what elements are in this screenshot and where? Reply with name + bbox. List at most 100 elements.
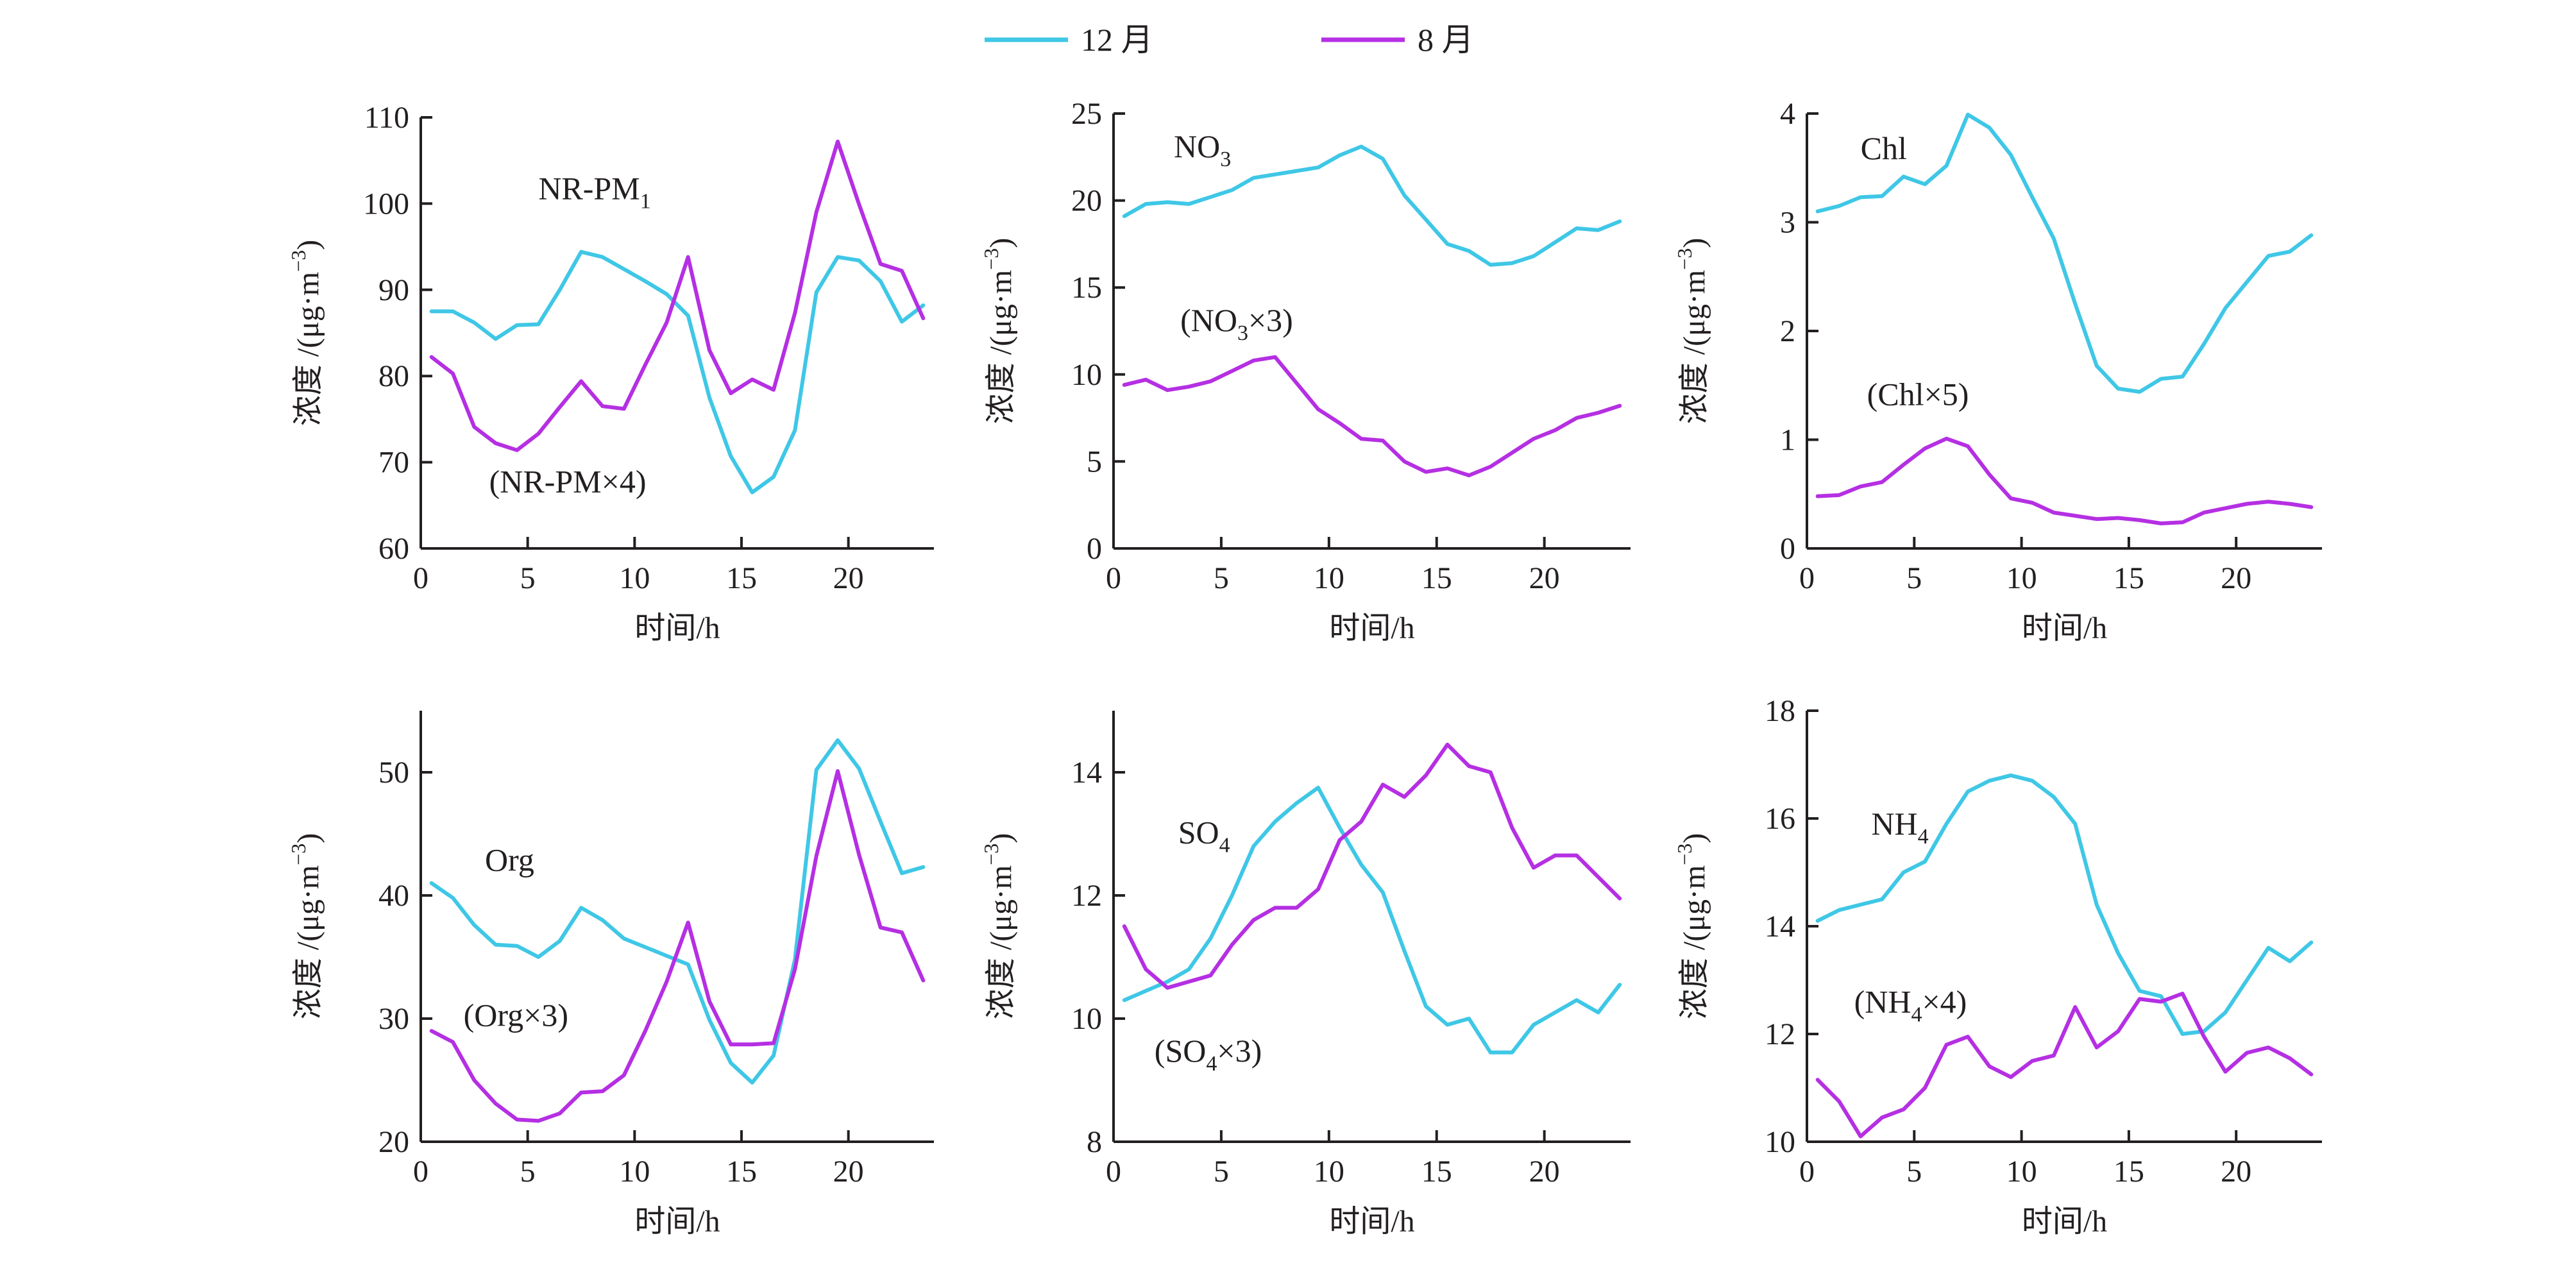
- x-tick-label: 10: [2006, 561, 2037, 595]
- x-tick-label: 5: [1906, 561, 1922, 595]
- y-axis-label: 浓度 /(μg·m−3): [287, 833, 325, 1019]
- y-tick-label: 80: [378, 359, 409, 393]
- y-tick-label: 4: [1780, 97, 1795, 131]
- series-annotation: Org: [485, 842, 534, 878]
- x-tick-label: 20: [2221, 561, 2251, 595]
- series-annotation: (NH4×4): [1854, 983, 1967, 1026]
- y-tick-label: 20: [378, 1125, 409, 1159]
- x-tick-label: 20: [833, 561, 864, 595]
- series-line-dec: [1815, 112, 2314, 394]
- y-tick-label: 10: [1071, 1002, 1102, 1036]
- y-tick-label: 25: [1071, 97, 1102, 131]
- series-line-aug: [1122, 355, 1622, 478]
- y-tick-label: 15: [1071, 271, 1102, 305]
- chart-panel: 20 30 40 50 0 5 10 15 20 时间/h 浓度 /(μg·m−3) Org (Org×…: [287, 711, 934, 1239]
- x-tick-label: 20: [1529, 1155, 1560, 1189]
- x-tick-label: 5: [1214, 1155, 1229, 1189]
- series-line-dec: [1122, 786, 1622, 1055]
- x-tick-label: 15: [2114, 1155, 2144, 1189]
- y-tick-label: 10: [1071, 358, 1102, 392]
- series-line-aug: [429, 769, 926, 1123]
- y-tick-label: 12: [1765, 1017, 1795, 1051]
- chart-panel: 10 12 14 16 18 0 5 10 15 20 时间/h 浓度 /(μg·m−3) NH4 (NH…: [1673, 694, 2322, 1239]
- x-tick-label: 15: [2114, 561, 2144, 595]
- y-tick-label: 12: [1071, 879, 1102, 913]
- x-tick-label: 10: [619, 561, 650, 595]
- legend-label: 8 月: [1418, 22, 1474, 58]
- x-tick-label: 5: [520, 1155, 536, 1189]
- y-tick-label: 0: [1780, 532, 1795, 566]
- series-line-dec: [429, 738, 926, 1085]
- x-axis-label: 时间/h: [2022, 1205, 2107, 1239]
- x-axis-label: 时间/h: [1329, 611, 1414, 645]
- y-tick-label: 8: [1087, 1125, 1102, 1159]
- y-tick-label: 0: [1087, 532, 1102, 566]
- x-tick-label: 20: [2221, 1155, 2251, 1189]
- x-tick-label: 15: [1421, 561, 1452, 595]
- y-tick-label: 3: [1780, 206, 1795, 240]
- x-axis-label: 时间/h: [1329, 1205, 1414, 1239]
- series-line-aug: [1122, 742, 1622, 990]
- y-axis-label: 浓度 /(μg·m−3): [1673, 238, 1711, 424]
- x-tick-label: 10: [619, 1155, 650, 1189]
- chart-panel: 0 5 10 15 20 25 0 5 10 15 20 时间/h 浓度 /(μg·m−3) NO3 (NO…: [979, 97, 1631, 645]
- series-line-aug: [1815, 436, 2314, 525]
- chart-panel: 60 70 80 90 100 110 0 5 10 15 20 时间/h 浓度 /(μg·m−3) NR…: [287, 101, 934, 645]
- y-tick-label: 14: [1765, 910, 1795, 944]
- x-axis-label: 时间/h: [2022, 611, 2107, 645]
- series-annotation: Chl: [1861, 130, 1907, 166]
- legend: 12 月 8 月: [985, 22, 1474, 58]
- y-axis-label: 浓度 /(μg·m−3): [287, 240, 325, 426]
- x-tick-label: 10: [2006, 1155, 2037, 1189]
- y-tick-label: 10: [1765, 1125, 1795, 1159]
- x-tick-label: 20: [833, 1155, 864, 1189]
- x-tick-label: 0: [1106, 1155, 1121, 1189]
- y-tick-label: 50: [378, 756, 409, 790]
- y-tick-label: 18: [1765, 694, 1795, 728]
- legend-item: 8 月: [1321, 22, 1474, 58]
- y-axis-label: 浓度 /(μg·m−3): [979, 833, 1018, 1019]
- x-tick-label: 20: [1529, 561, 1560, 595]
- series-line-dec: [429, 250, 926, 495]
- y-tick-label: 20: [1071, 184, 1102, 218]
- y-tick-label: 40: [378, 879, 409, 913]
- x-tick-label: 5: [520, 561, 536, 595]
- series-annotation: NO3: [1174, 128, 1231, 171]
- series-annotation: NH4: [1871, 806, 1928, 849]
- x-tick-label: 15: [726, 1155, 757, 1189]
- x-tick-label: 15: [726, 561, 757, 595]
- x-axis-label: 时间/h: [634, 611, 720, 645]
- series-annotation: (SO4×3): [1155, 1033, 1262, 1076]
- y-tick-label: 110: [364, 101, 409, 135]
- x-tick-label: 5: [1906, 1155, 1922, 1189]
- y-tick-label: 30: [378, 1002, 409, 1036]
- x-tick-label: 15: [1421, 1155, 1452, 1189]
- x-tick-label: 0: [1799, 561, 1815, 595]
- chart-panel: 0 1 2 3 4 0 5 10 15 20 时间/h 浓度 /(μg·m−3) Chl (Chl×5): [1673, 97, 2322, 645]
- x-tick-label: 10: [1314, 561, 1344, 595]
- x-tick-label: 0: [1799, 1155, 1815, 1189]
- x-tick-label: 0: [413, 561, 428, 595]
- series-annotation: (Chl×5): [1867, 376, 1969, 412]
- series-line-dec: [1815, 773, 2314, 1036]
- series-line-aug: [429, 139, 926, 452]
- legend-label: 12 月: [1081, 22, 1153, 58]
- x-tick-label: 0: [1106, 561, 1121, 595]
- y-axis-label: 浓度 /(μg·m−3): [979, 238, 1018, 424]
- y-tick-label: 5: [1087, 445, 1102, 479]
- y-tick-label: 100: [363, 187, 409, 221]
- series-annotation: (Org×3): [464, 997, 568, 1033]
- x-tick-label: 0: [413, 1155, 428, 1189]
- series-annotation: NR-PM1: [538, 171, 650, 214]
- y-tick-label: 2: [1780, 314, 1795, 348]
- y-tick-label: 1: [1780, 423, 1795, 457]
- series-line-aug: [1815, 992, 2314, 1139]
- x-axis-label: 时间/h: [634, 1205, 720, 1239]
- x-tick-label: 10: [1314, 1155, 1344, 1189]
- series-annotation: (NO3×3): [1180, 302, 1293, 345]
- y-tick-label: 70: [378, 446, 409, 480]
- y-tick-label: 60: [378, 532, 409, 566]
- y-tick-label: 90: [378, 273, 409, 307]
